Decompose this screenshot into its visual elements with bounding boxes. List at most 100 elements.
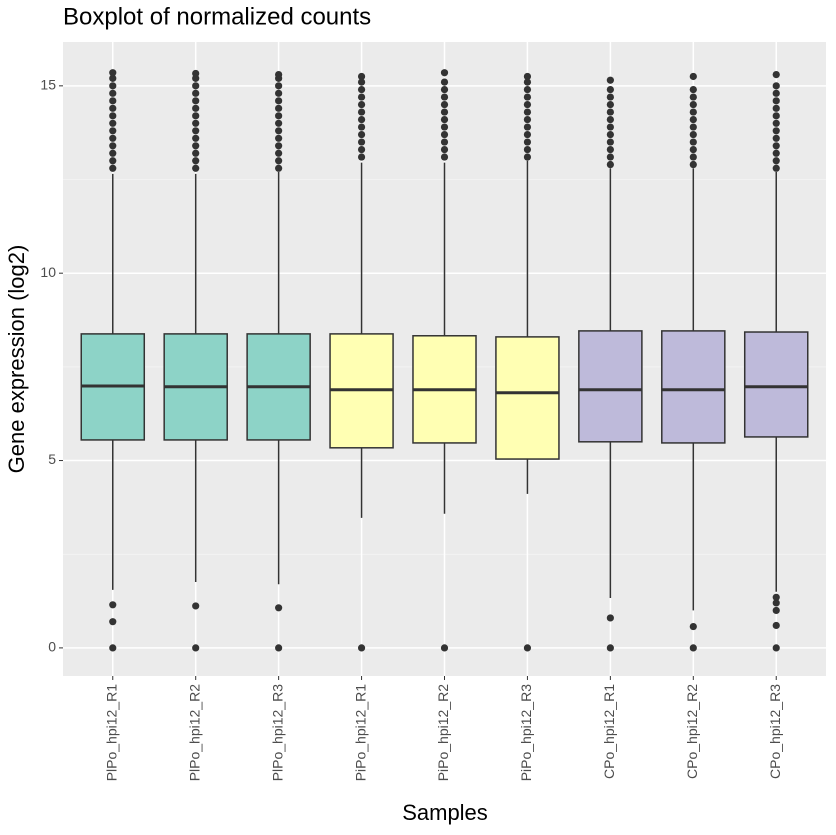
- outlier: [523, 85, 532, 94]
- box: [578, 330, 643, 443]
- x-tick-label: PiPo_hpi12_R1: [352, 684, 368, 782]
- y-tick-label: 10: [40, 264, 56, 280]
- x-tick-label: CPo_hpi12_R2: [684, 684, 700, 779]
- outlier: [772, 97, 780, 105]
- outlier: [357, 85, 366, 94]
- outlier: [606, 160, 614, 169]
- y-axis-label: Gene expression (log2): [4, 245, 29, 474]
- outlier: [772, 593, 780, 601]
- outlier: [772, 89, 780, 97]
- outlier: [192, 112, 200, 120]
- outlier: [689, 644, 697, 652]
- outlier: [192, 82, 200, 90]
- outlier: [689, 622, 697, 631]
- outlier: [772, 70, 780, 79]
- outlier: [606, 614, 614, 622]
- outlier: [689, 100, 697, 109]
- outlier: [192, 69, 200, 78]
- outlier: [772, 142, 780, 150]
- outlier: [772, 599, 780, 607]
- outlier: [275, 70, 283, 79]
- outlier: [192, 142, 200, 150]
- outlier: [275, 82, 283, 90]
- outlier: [440, 145, 449, 154]
- outlier: [689, 72, 697, 81]
- outlier: [523, 72, 532, 81]
- outlier: [606, 145, 614, 154]
- x-tick-label: PlPo_hpi12_R2: [186, 684, 202, 782]
- outlier: [357, 72, 366, 81]
- outlier: [357, 100, 366, 109]
- outlier: [275, 104, 283, 112]
- outlier: [606, 138, 614, 146]
- outlier: [109, 127, 117, 135]
- outlier: [357, 93, 366, 101]
- x-tick-label: CPo_hpi12_R3: [767, 684, 783, 779]
- outlier: [109, 82, 117, 90]
- outlier: [440, 100, 449, 109]
- outlier: [357, 108, 366, 116]
- outlier: [275, 134, 283, 142]
- outlier: [689, 160, 697, 169]
- outlier: [606, 130, 614, 139]
- outlier: [357, 138, 366, 146]
- outlier: [440, 69, 449, 77]
- outlier: [275, 142, 283, 150]
- outlier: [606, 644, 614, 652]
- outlier: [772, 104, 780, 112]
- x-tick-label: PlPo_hpi12_R3: [269, 684, 285, 782]
- outlier: [109, 142, 117, 150]
- outlier: [440, 123, 449, 131]
- y-tick-label: 15: [40, 77, 56, 93]
- outlier: [440, 138, 449, 146]
- outlier: [440, 85, 449, 94]
- outlier: [606, 93, 614, 101]
- outlier: [689, 115, 697, 124]
- outlier: [689, 130, 697, 139]
- outlier: [606, 108, 614, 116]
- outlier: [689, 108, 697, 116]
- outlier: [772, 644, 780, 652]
- x-tick-label: PlPo_hpi12_R1: [103, 684, 119, 782]
- outlier: [109, 618, 117, 626]
- outlier: [523, 123, 532, 131]
- outlier: [772, 157, 780, 165]
- outlier: [772, 164, 780, 172]
- outlier: [689, 145, 697, 154]
- outlier: [523, 153, 532, 161]
- outlier: [275, 112, 283, 120]
- outlier: [357, 153, 366, 161]
- outlier: [192, 644, 200, 652]
- outlier: [440, 108, 449, 116]
- outlier: [275, 127, 283, 135]
- outlier: [606, 85, 614, 94]
- outlier: [440, 130, 449, 139]
- x-axis-label: Samples: [402, 800, 488, 825]
- outlier: [275, 89, 283, 97]
- outlier: [440, 644, 449, 652]
- outlier: [275, 604, 283, 612]
- outlier: [772, 149, 780, 157]
- chart-title: Boxplot of normalized counts: [63, 3, 371, 30]
- y-tick-label: 5: [48, 451, 56, 467]
- x-tick-label: CPo_hpi12_R1: [601, 684, 617, 779]
- outlier: [523, 115, 532, 124]
- outlier: [440, 115, 449, 124]
- outlier: [606, 76, 614, 84]
- outlier: [440, 153, 449, 161]
- outlier: [275, 644, 283, 652]
- outlier: [192, 127, 200, 135]
- outlier: [689, 153, 697, 161]
- outlier: [772, 112, 780, 120]
- outlier: [523, 93, 532, 101]
- outlier: [109, 157, 117, 165]
- outlier: [523, 138, 532, 146]
- outlier: [192, 157, 200, 165]
- outlier: [523, 78, 532, 86]
- outlier: [109, 89, 117, 97]
- outlier: [523, 108, 532, 116]
- outlier: [772, 621, 780, 630]
- outlier: [772, 82, 780, 90]
- outlier: [523, 100, 532, 109]
